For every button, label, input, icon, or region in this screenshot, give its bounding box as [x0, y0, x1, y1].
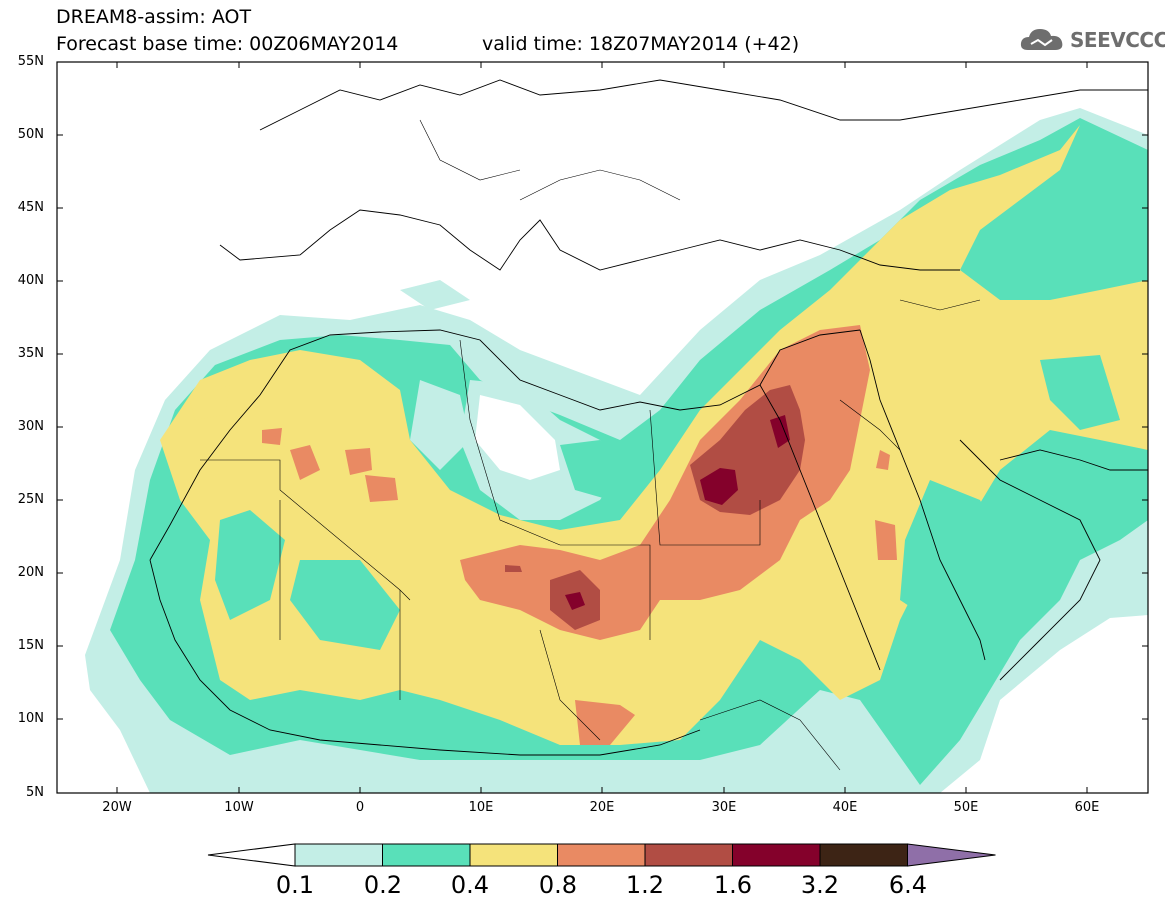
lon-label: 30E — [711, 800, 737, 815]
colorbar-segment — [732, 843, 821, 867]
colorbar-label: 1.2 — [625, 871, 665, 899]
lon-label: 10E — [468, 800, 494, 815]
lat-label: 10N — [17, 711, 44, 726]
lat-label: 35N — [17, 346, 44, 361]
aot-band-1.6 — [700, 468, 738, 505]
valid-time: valid time: 18Z07MAY2014 (+42) — [482, 33, 800, 55]
lon-label: 20W — [102, 800, 132, 815]
colorbar-segment — [819, 843, 908, 867]
colorbar-label: 3.2 — [800, 871, 840, 899]
colorbar-label: 0.2 — [363, 871, 403, 899]
colorbar-label: 0.8 — [538, 871, 578, 899]
colorbar-segment — [644, 843, 733, 867]
cloud-icon — [1020, 29, 1063, 50]
colorbar-segment — [469, 843, 558, 867]
lat-label: 55N — [17, 54, 44, 69]
lon-label: 10W — [224, 800, 254, 815]
lat-label: 50N — [17, 127, 44, 142]
aot-contour-fields — [57, 62, 1148, 793]
lon-label: 50E — [953, 800, 979, 815]
country-borders — [200, 119, 981, 771]
lat-label: 25N — [17, 492, 44, 507]
colorbar-label: 6.4 — [888, 871, 928, 899]
colorbar-segment — [557, 843, 646, 867]
colorbar-arrow-low — [207, 843, 296, 867]
lat-label: 5N — [26, 785, 44, 800]
lon-label: 40E — [832, 800, 858, 815]
lon-label: 20E — [589, 800, 615, 815]
forecast-base-time: Forecast base time: 00Z06MAY2014 — [56, 33, 399, 55]
colorbar-segment — [294, 843, 383, 867]
coastlines — [149, 79, 1148, 756]
lon-label: 60E — [1074, 800, 1100, 815]
seevccc-logo: SEEVCCC — [1018, 24, 1165, 56]
lat-label: 20N — [17, 565, 44, 580]
colorbar-label: 1.6 — [713, 871, 753, 899]
lat-label: 15N — [17, 638, 44, 653]
lon-label: 0 — [355, 800, 365, 815]
map-title: DREAM8-assim: AOT — [56, 6, 252, 28]
colorbar-label: 0.1 — [275, 871, 315, 899]
colorbar-label: 0.4 — [450, 871, 490, 899]
colorbar-segment — [382, 843, 471, 867]
lat-label: 40N — [17, 273, 44, 288]
axis-ticks — [57, 61, 1148, 793]
colorbar-arrow-high — [907, 843, 996, 867]
lat-label: 30N — [17, 419, 44, 434]
lat-label: 45N — [17, 200, 44, 215]
aot-band-0.1-tongue — [400, 280, 470, 310]
